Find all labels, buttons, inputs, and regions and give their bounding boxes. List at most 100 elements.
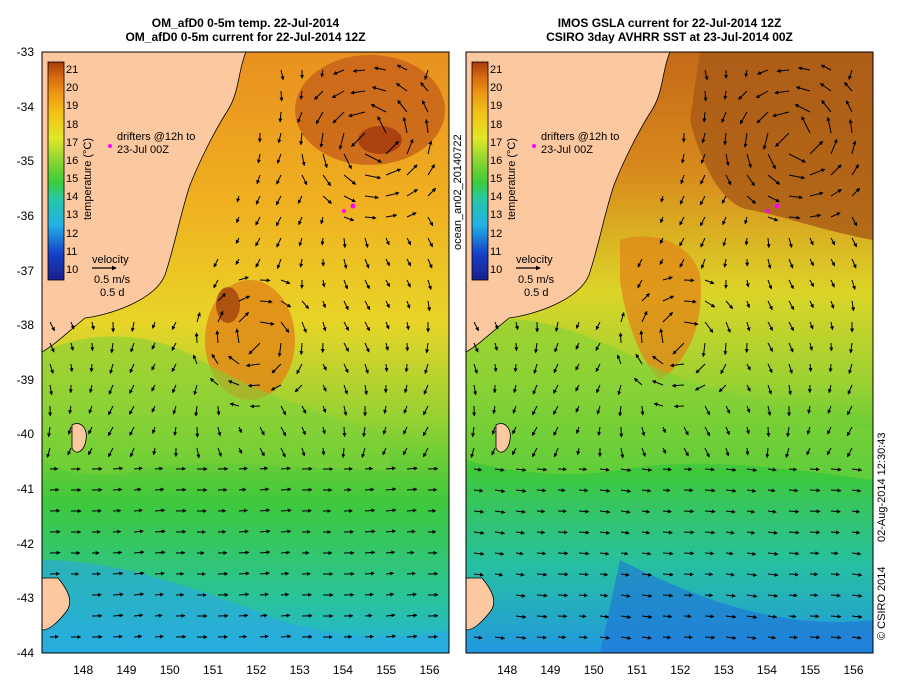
- velocity-arrow: [215, 330, 220, 344]
- velocity-arrow: [660, 216, 664, 224]
- velocity-arrow: [830, 572, 840, 577]
- velocity-arrow: [385, 300, 390, 309]
- latitude-tick-label: -36: [16, 208, 34, 223]
- velocity-arrow: [788, 509, 800, 514]
- velocity-arrow: [513, 363, 518, 373]
- velocity-arrow: [154, 466, 164, 471]
- velocity-arrow: [271, 363, 282, 374]
- velocity-arrow: [767, 216, 779, 222]
- right-colorbar: [471, 61, 489, 281]
- velocity-arrow: [746, 530, 756, 535]
- latitude-tick-label: -33: [16, 45, 34, 59]
- velocity-arrow: [848, 363, 853, 375]
- left-tasmania: [41, 577, 71, 631]
- velocity-arrow: [704, 405, 711, 416]
- velocity-arrow: [746, 384, 751, 392]
- velocity-arrow: [620, 530, 630, 535]
- velocity-arrow: [725, 530, 735, 535]
- left-australia-mainland: [41, 51, 247, 353]
- latitude-tick-label: -42: [16, 536, 34, 551]
- velocity-arrow: [683, 551, 695, 556]
- velocity-arrow: [725, 509, 736, 514]
- velocity-arrow: [403, 405, 408, 414]
- velocity-arrow: [746, 300, 751, 309]
- drifter-marker: [350, 203, 356, 209]
- right-velocity-time: 0.5 d: [524, 287, 549, 299]
- velocity-arrow: [809, 509, 821, 514]
- velocity-arrow: [133, 466, 143, 471]
- velocity-arrow: [720, 363, 727, 375]
- right-drifter-legend-marker: [532, 144, 536, 148]
- velocity-arrow: [494, 321, 499, 330]
- left-drifter-legend-marker: [108, 144, 112, 148]
- velocity-arrow: [738, 90, 748, 100]
- velocity-arrow: [494, 572, 504, 577]
- velocity-arrow: [49, 321, 55, 332]
- velocity-arrow: [255, 237, 261, 247]
- velocity-arrow: [641, 447, 646, 457]
- velocity-arrow: [385, 529, 397, 534]
- velocity-arrow: [255, 258, 261, 268]
- velocity-arrow: [659, 328, 664, 344]
- velocity-arrow: [331, 90, 345, 99]
- velocity-arrow: [683, 572, 694, 577]
- velocity-arrow: [259, 426, 265, 436]
- velocity-arrow: [641, 426, 646, 437]
- latitude-tick-label: -40: [16, 427, 34, 442]
- velocity-arrow: [641, 509, 651, 514]
- velocity-arrow: [851, 467, 863, 472]
- velocity-arrow: [536, 614, 548, 619]
- velocity-arrow: [576, 447, 581, 456]
- velocity-arrow: [494, 467, 505, 472]
- velocity-arrow: [343, 195, 356, 203]
- left-longitude-tick-label: 148: [73, 663, 94, 677]
- velocity-arrow: [662, 426, 666, 434]
- velocity-arrow: [348, 111, 366, 118]
- velocity-arrow: [788, 551, 800, 556]
- velocity-arrow: [515, 321, 519, 331]
- velocity-arrow: [423, 384, 429, 395]
- velocity-arrow: [173, 426, 178, 436]
- velocity-arrow: [112, 550, 123, 555]
- velocity-arrow: [343, 279, 349, 290]
- velocity-arrow: [298, 237, 303, 247]
- latitude-tick-label: -35: [16, 154, 34, 169]
- velocity-arrow: [299, 342, 304, 356]
- velocity-arrow: [385, 258, 390, 267]
- velocity-arrow: [704, 300, 716, 308]
- right-warm-water-north: [690, 52, 873, 240]
- velocity-arrow: [67, 426, 72, 435]
- left-colorbar-tick-label: 10: [66, 263, 79, 276]
- velocity-arrow: [774, 90, 790, 95]
- right-colorbar-tick-label: 14: [490, 191, 503, 204]
- velocity-arrow: [553, 426, 559, 436]
- velocity-arrow: [788, 174, 806, 180]
- left-longitude-tick-label: 150: [159, 663, 180, 677]
- velocity-arrow: [809, 213, 822, 218]
- velocity-arrow: [641, 488, 652, 493]
- velocity-arrow: [259, 613, 268, 618]
- velocity-arrow: [343, 153, 352, 170]
- velocity-arrow: [809, 140, 824, 155]
- velocity-arrow: [620, 312, 625, 323]
- velocity-arrow: [620, 593, 631, 598]
- velocity-arrow: [352, 68, 366, 73]
- velocity-arrow: [151, 405, 156, 413]
- velocity-arrow: [320, 237, 325, 246]
- right-longitude-tick-label: 154: [756, 663, 777, 677]
- velocity-arrow: [809, 168, 826, 176]
- velocity-arrow: [767, 153, 776, 170]
- left-drifters-text: drifters @12h to: [117, 131, 196, 143]
- right-drifters-date: 23-Jul 00Z: [541, 144, 593, 156]
- velocity-arrow: [557, 593, 569, 598]
- velocity-arrow: [830, 237, 836, 246]
- velocity-arrow: [151, 426, 156, 435]
- velocity-arrow: [788, 258, 794, 269]
- velocity-arrow: [599, 509, 611, 514]
- velocity-arrow: [722, 216, 727, 226]
- velocity-arrow: [653, 402, 664, 407]
- left-colorbar-tick-label: 12: [66, 227, 79, 240]
- velocity-arrow: [382, 426, 387, 435]
- velocity-arrow: [788, 593, 798, 598]
- velocity-arrow: [370, 104, 387, 113]
